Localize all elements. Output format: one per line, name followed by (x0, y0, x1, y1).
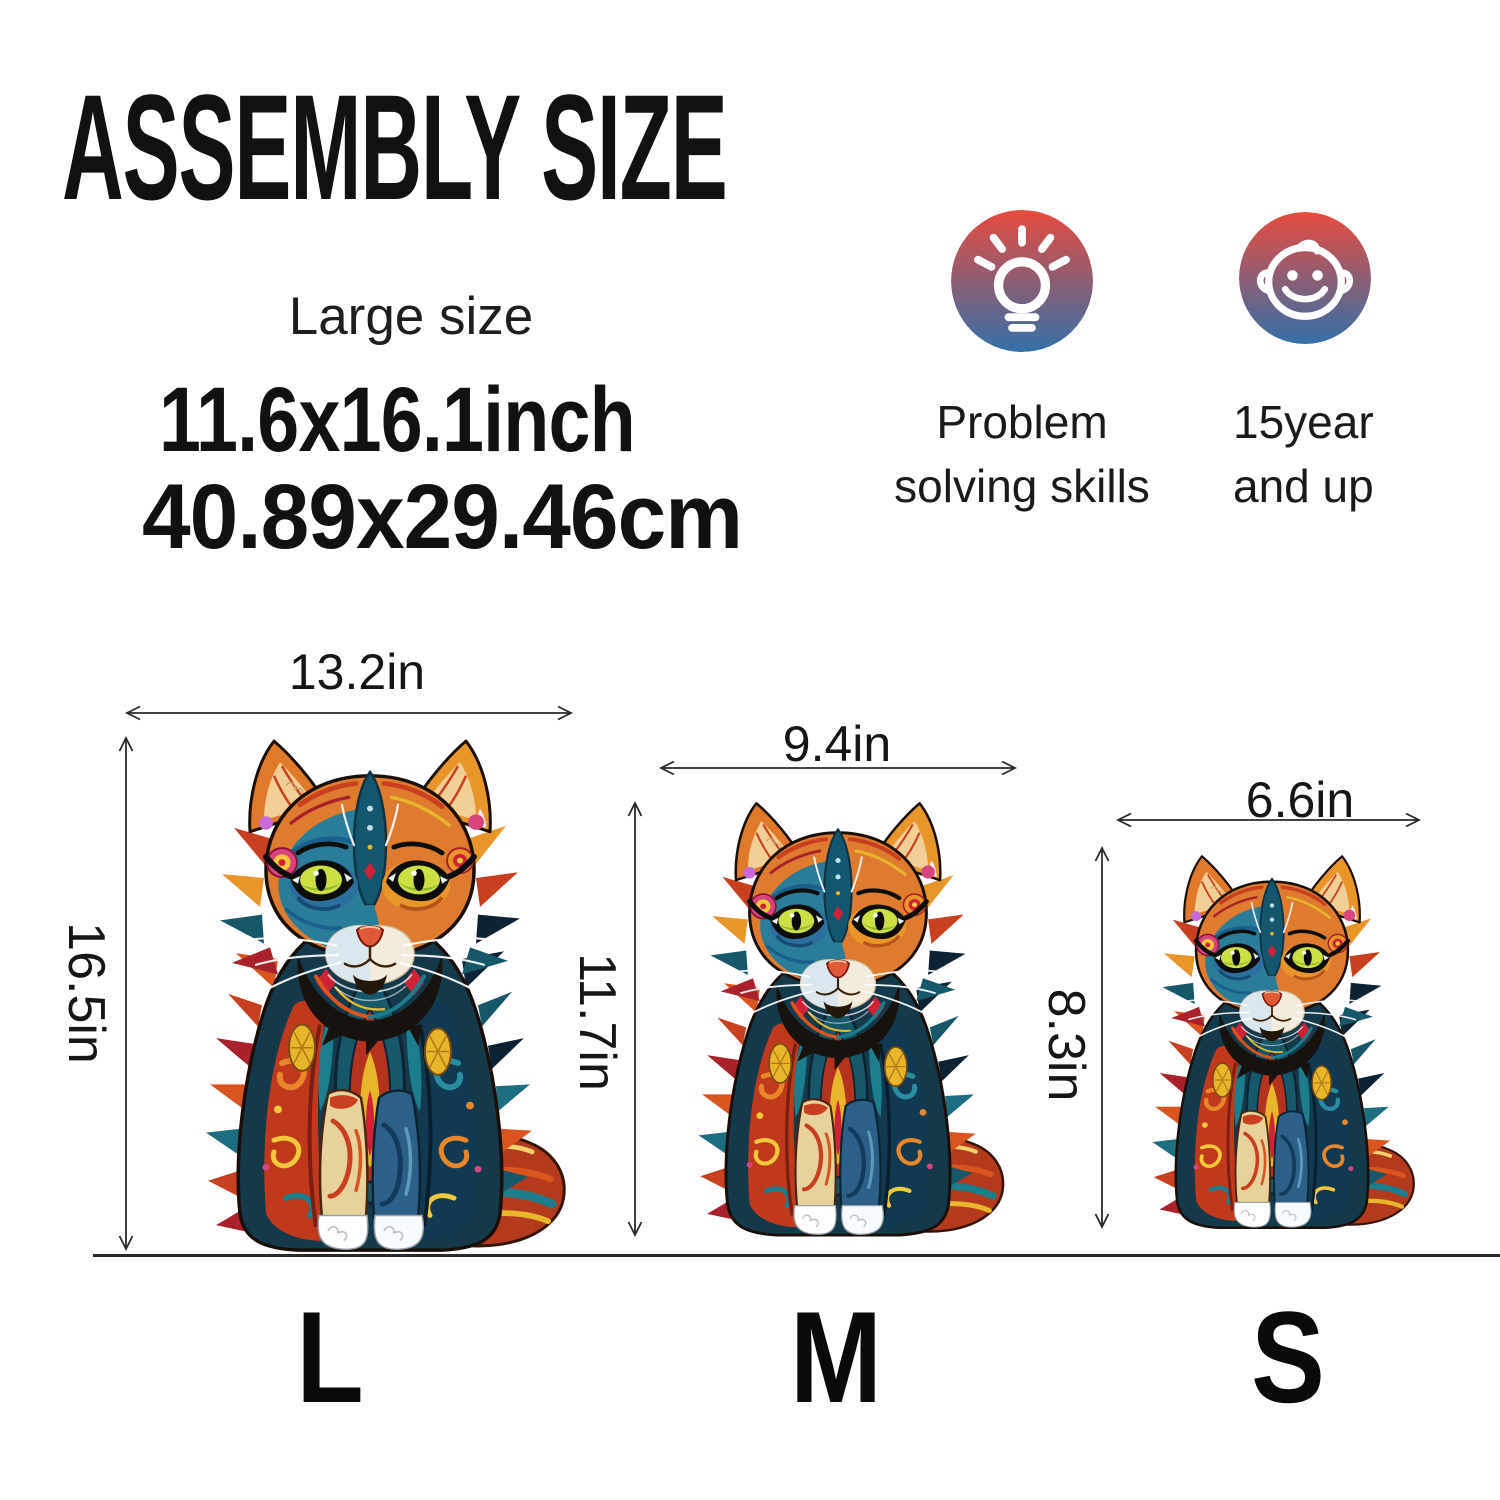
height-label-small: 8.3in (1037, 988, 1095, 1102)
cat-puzzle-image-large (170, 716, 570, 1256)
width-label-medium: 9.4in (782, 716, 892, 772)
feature-line: Problem (936, 396, 1108, 448)
height-dimension-arrow-medium (627, 800, 643, 1238)
feature-line: and up (1233, 460, 1374, 512)
height-label-large: 16.5in (57, 922, 115, 1064)
width-label-large: 13.2in (288, 644, 426, 700)
cat-puzzle-image-small (1126, 838, 1418, 1232)
size-letter-medium: M (789, 1284, 883, 1430)
page-title: ASSEMBLY SIZE (62, 63, 728, 231)
feature-problem-solving: Problem solving skills (872, 390, 1172, 518)
assembled-size-inches: 11.6x16.1inch (159, 369, 636, 471)
subtitle-large-size: Large size (288, 287, 534, 346)
baby-face-icon (1239, 212, 1371, 344)
width-dimension-arrow-large (124, 705, 574, 721)
feature-age-recommendation: 15year and up (1233, 390, 1473, 518)
width-label-small: 6.6in (1245, 772, 1355, 828)
feature-line: 15year (1233, 396, 1374, 448)
height-dimension-arrow-large (118, 735, 134, 1252)
lightbulb-icon (951, 210, 1093, 352)
height-dimension-arrow-small (1094, 845, 1110, 1230)
assembled-size-cm: 40.89x29.46cm (142, 466, 743, 568)
height-label-medium: 11.7in (568, 953, 626, 1091)
ground-line (93, 1254, 1500, 1257)
size-letter-large: L (296, 1284, 364, 1430)
cat-puzzle-image-medium (668, 782, 1008, 1240)
feature-line: solving skills (894, 460, 1150, 512)
width-dimension-arrow-small (1115, 812, 1422, 828)
size-letter-small: S (1251, 1284, 1325, 1430)
width-dimension-arrow-medium (658, 760, 1018, 776)
